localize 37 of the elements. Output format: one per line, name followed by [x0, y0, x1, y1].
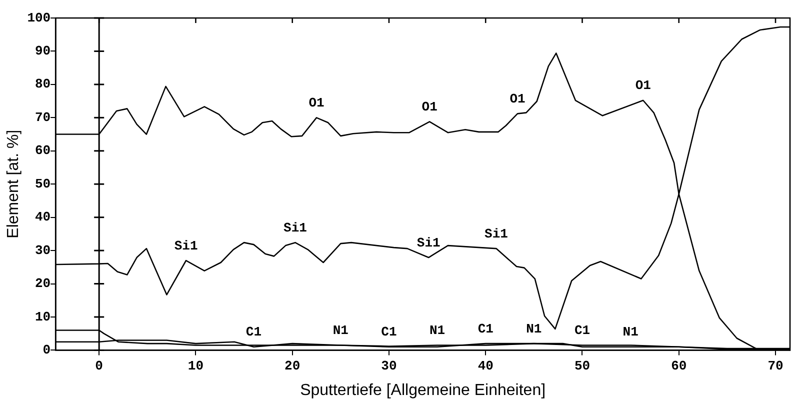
- annotation: Si1: [484, 226, 508, 242]
- y-tick-label: 40: [34, 210, 51, 225]
- x-axis-title: Sputtertiefe [Allgemeine Einheiten]: [300, 382, 546, 399]
- annotation: C1: [246, 324, 262, 340]
- x-tick-label: 70: [768, 358, 784, 374]
- y-tick-label: 30: [34, 242, 51, 258]
- annotation: O1: [635, 78, 652, 94]
- y-tick-label: 80: [34, 76, 51, 92]
- annotation: O1: [308, 95, 325, 110]
- y-tick-label: 10: [34, 309, 51, 324]
- y-tick-label: 60: [34, 143, 51, 158]
- annotation: O1: [510, 91, 526, 106]
- annotation: C1: [478, 321, 494, 336]
- y-tick-label: 70: [34, 110, 51, 125]
- x-tick-label: 40: [478, 358, 494, 374]
- y-tick-label: 50: [34, 176, 51, 192]
- x-tick-label: 20: [284, 358, 300, 374]
- y-axis-title: Element [at. %]: [5, 130, 22, 238]
- annotation: N1: [526, 321, 542, 336]
- annotation: C1: [574, 323, 590, 338]
- x-tick-label: 30: [381, 358, 397, 374]
- annotation: O1: [422, 99, 438, 114]
- x-tick-label: 50: [574, 358, 590, 374]
- y-tick-label: 0: [42, 342, 51, 358]
- y-tick-label: 20: [34, 276, 51, 292]
- annotation: N1: [622, 324, 639, 340]
- annotation: Si1: [174, 238, 198, 254]
- x-tick-label: 60: [671, 358, 687, 374]
- annotation: Si1: [284, 220, 308, 236]
- annotation: N1: [332, 323, 349, 338]
- annotation: C1: [381, 324, 397, 340]
- annotation: Si1: [416, 235, 440, 250]
- annotation: N1: [429, 323, 446, 338]
- y-tick-label: 90: [34, 44, 51, 58]
- x-tick-label: 0: [95, 358, 104, 374]
- x-tick-label: 10: [188, 358, 204, 374]
- y-tick-label: 100: [27, 10, 51, 26]
